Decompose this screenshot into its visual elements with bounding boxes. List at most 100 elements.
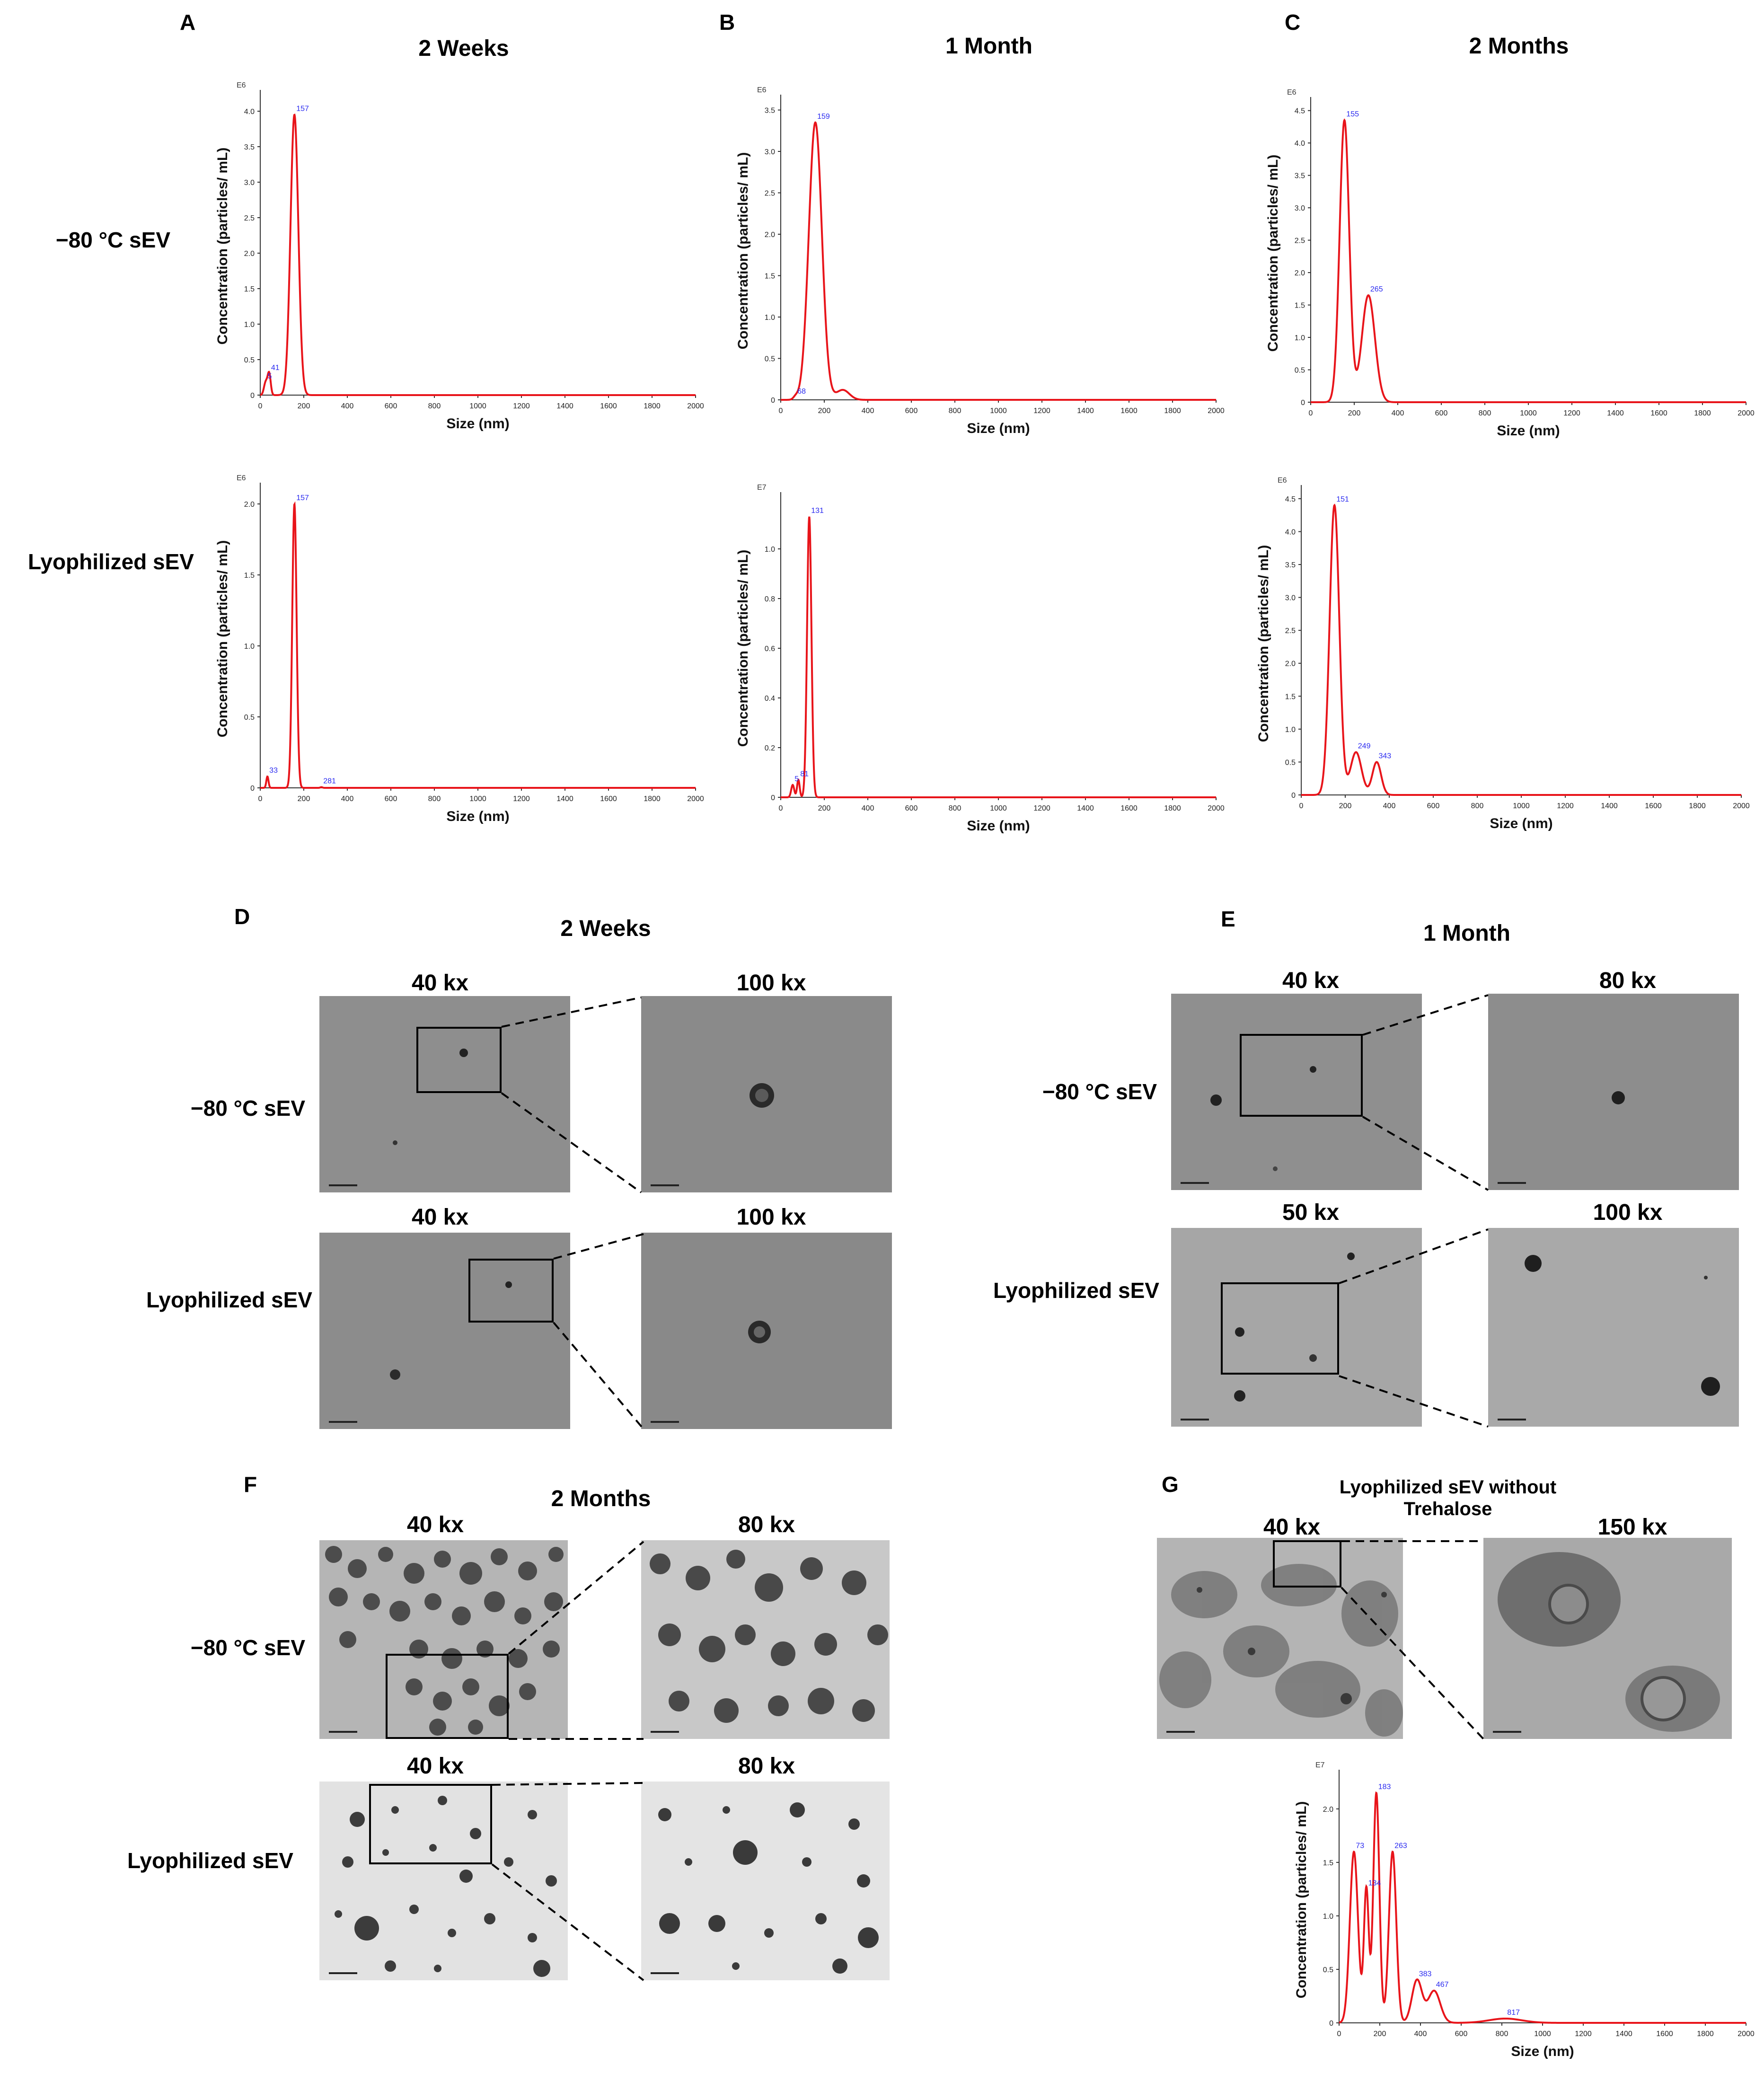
x-tick-label: 2000 (1738, 2030, 1755, 2038)
x-tick-label: 1200 (1575, 2030, 1592, 2038)
x-tick-label: 800 (1496, 2030, 1508, 2038)
y-tick-label: 3.5 (765, 107, 775, 115)
x-tick-label: 1400 (556, 795, 573, 803)
x-tick-label: 1000 (990, 804, 1007, 812)
peak-label: 281 (323, 777, 336, 785)
peak-label: 33 (269, 767, 278, 775)
series-line (781, 121, 1216, 401)
x-tick-label: 400 (341, 402, 354, 410)
x-tick-label: 1000 (990, 407, 1007, 415)
y-tick-label: 0.5 (244, 356, 255, 364)
x-tick-label: 400 (341, 795, 354, 803)
y-tick-label: 1.5 (1295, 302, 1305, 310)
y-tick-label: 1.0 (1323, 1913, 1333, 1921)
x-tick-label: 600 (1455, 2030, 1468, 2038)
x-tick-label: 2000 (687, 795, 704, 803)
x-tick-label: 1000 (469, 795, 486, 803)
tem-image-d-lyo-100kx (641, 1233, 892, 1429)
x-tick-label: 1200 (513, 402, 530, 410)
x-tick-label: 1400 (1607, 409, 1624, 417)
panel-f-title: 2 Months (551, 1486, 651, 1511)
x-tick-label: 1400 (556, 402, 573, 410)
x-tick-label: 600 (1435, 409, 1448, 417)
y-exponent-label: E6 (237, 81, 246, 89)
zoom-lines-f-frozen (508, 1541, 644, 1740)
y-axis-label: Concentration (particles/ mL) (215, 148, 230, 345)
x-tick-label: 1800 (1164, 407, 1181, 415)
tem-image-e-lyo-100kx (1488, 1228, 1739, 1427)
panel-c-title: 2 Months (1469, 34, 1569, 59)
row-label-lyophilized: Lyophilized sEV (27, 549, 194, 574)
y-exponent-label: E6 (1287, 88, 1297, 97)
panel-f-row2-mag-left: 40 kx (406, 1754, 464, 1779)
panel-letter-a: A (180, 10, 196, 35)
x-tick-label: 1800 (1694, 409, 1711, 417)
x-tick-label: 1600 (1120, 407, 1138, 415)
peak-label: 157 (296, 494, 309, 502)
y-tick-label: 1.5 (765, 273, 775, 281)
zoom-box-g (1273, 1540, 1341, 1588)
zoom-lines-d-lyo (553, 1233, 644, 1430)
x-tick-label: 400 (1392, 409, 1404, 417)
zoom-lines-f-lyo (491, 1782, 644, 1981)
y-tick-label: 0.5 (1323, 1966, 1333, 1974)
x-tick-label: 1000 (1513, 802, 1530, 810)
y-tick-label: 1.0 (244, 321, 255, 329)
y-axis-label: Concentration (particles/ mL) (735, 550, 751, 747)
x-tick-label: 800 (949, 407, 961, 415)
x-tick-label: 1000 (1534, 2030, 1551, 2038)
y-tick-label: 3.0 (1285, 594, 1296, 602)
zoom-box-f-frozen (386, 1654, 509, 1739)
nta-chart-c-bottom: E6 0 0.5 1.0 1.5 2.0 2.5 3.0 3.5 4.0 4.5 0 200 400 600… (1256, 476, 1750, 831)
x-tick-label: 1600 (1645, 802, 1662, 810)
y-exponent-label: E6 (757, 86, 767, 94)
panel-e-row1-mag-left: 40 kx (1282, 968, 1340, 993)
y-tick-label: 2.0 (244, 501, 255, 509)
x-tick-label: 800 (949, 804, 961, 812)
x-tick-label: 0 (258, 402, 263, 410)
panel-f-row1-mag-right: 80 kx (738, 1512, 795, 1537)
panel-g-mag-left: 40 kx (1263, 1515, 1321, 1540)
peak-label: 159 (817, 113, 830, 121)
panel-letter-c: C (1285, 10, 1301, 35)
x-tick-label: 1400 (1615, 2030, 1632, 2038)
y-tick-label: 2.5 (1295, 237, 1305, 245)
x-tick-label: 1600 (1656, 2030, 1673, 2038)
peak-label: 383 (1419, 1970, 1432, 1978)
x-tick-label: 1800 (644, 402, 661, 410)
y-tick-label: 1.0 (765, 314, 775, 322)
series-line (1301, 503, 1741, 796)
y-tick-label: 2.5 (1285, 627, 1296, 635)
tem-image-f-lyo-80kx (641, 1782, 890, 1980)
y-tick-label: 1.5 (1323, 1859, 1333, 1867)
y-tick-label: 1.5 (244, 572, 255, 580)
y-tick-label: 0.5 (244, 714, 255, 722)
peak-label: 41 (271, 364, 280, 372)
y-tick-label: 4.5 (1295, 107, 1305, 115)
y-tick-label: 0 (771, 397, 775, 405)
panel-e-row2-mag-right: 100 kx (1593, 1200, 1663, 1225)
tem-image-f-frozen-40kx (319, 1540, 568, 1739)
panel-g-mag-right: 150 kx (1597, 1515, 1667, 1540)
zoom-box-e-frozen (1240, 1034, 1363, 1117)
peak-label: 343 (1378, 752, 1391, 760)
y-tick-label: 0.6 (765, 645, 775, 653)
x-tick-label: 1600 (1650, 409, 1667, 417)
tem-image-g-150kx (1483, 1538, 1732, 1739)
x-tick-label: 1000 (1520, 409, 1537, 417)
x-tick-label: 0 (1299, 802, 1304, 810)
y-axis-label: Concentration (particles/ mL) (215, 540, 230, 738)
panel-letter-b: B (719, 10, 735, 35)
x-tick-label: 1800 (1689, 802, 1706, 810)
series-line (781, 516, 1216, 798)
y-exponent-label: E7 (757, 484, 767, 492)
peak-label: 157 (296, 105, 309, 113)
row-label-frozen: −80 °C sEV (55, 228, 170, 252)
x-tick-label: 600 (1427, 802, 1440, 810)
x-axis-label: Size (nm) (446, 809, 509, 824)
x-axis-label: Size (nm) (446, 416, 509, 432)
panel-f-row1-mag-left: 40 kx (406, 1512, 464, 1537)
nta-chart-g: E7 0 0.5 1.0 1.5 2.0 0 200 400 600 800 1000 1200 1400… (1294, 1761, 1755, 2059)
y-tick-label: 0.5 (765, 355, 775, 363)
y-tick-label: 0 (250, 392, 255, 400)
